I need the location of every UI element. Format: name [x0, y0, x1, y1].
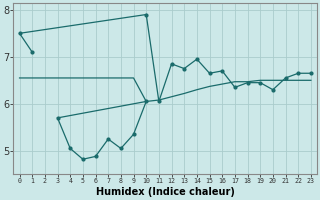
- X-axis label: Humidex (Indice chaleur): Humidex (Indice chaleur): [96, 187, 235, 197]
